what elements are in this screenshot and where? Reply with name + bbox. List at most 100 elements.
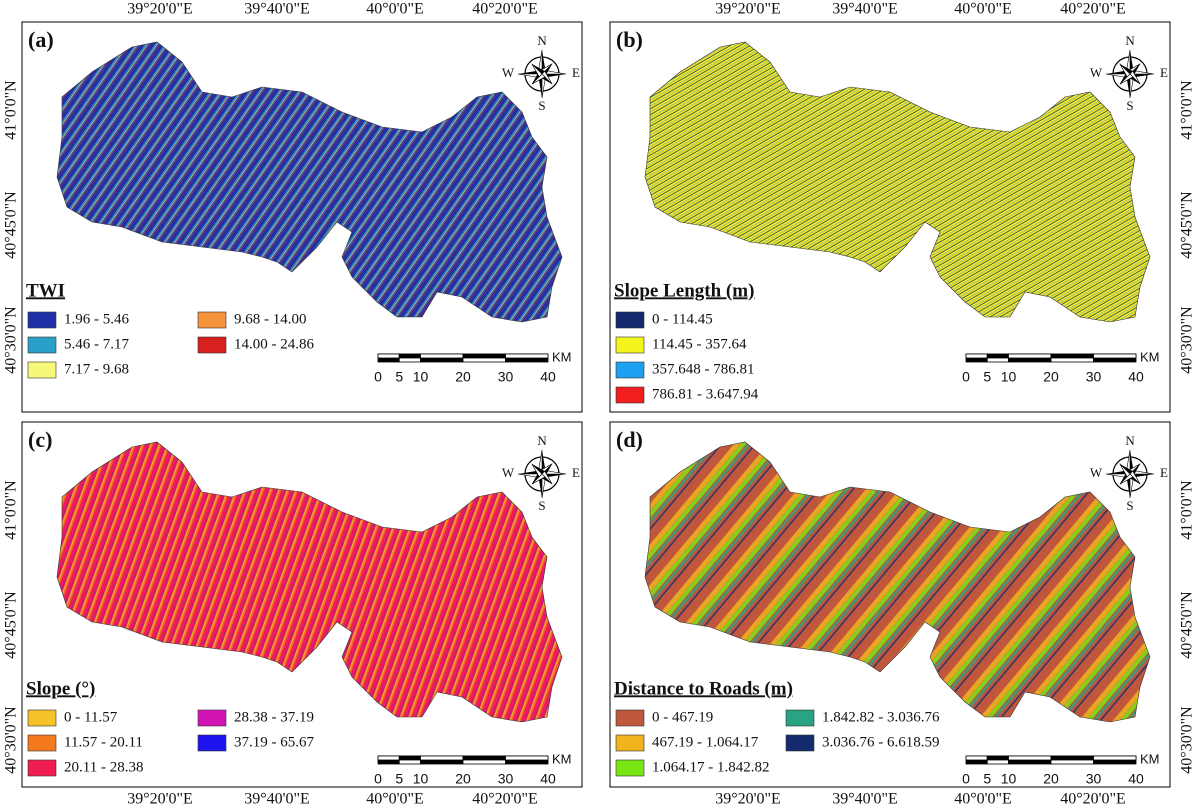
longitude-label: 40°0'0"E — [954, 1, 1012, 18]
longitude-label: 39°40'0"E — [244, 1, 310, 18]
scale-label: 30 — [498, 771, 514, 787]
legend-label: 14.00 - 24.86 — [234, 336, 314, 352]
legend-swatch — [615, 734, 645, 752]
legend-label: 5.46 - 7.17 — [64, 336, 129, 352]
compass-letter: S — [1126, 98, 1133, 113]
latitude-label: 40°30'0"N — [1179, 706, 1196, 774]
longitude-label: 40°20'0"E — [472, 1, 538, 18]
legend-title: TWI — [26, 280, 65, 301]
study-area — [56, 441, 563, 723]
scale-segment — [986, 755, 1009, 761]
legend-swatch — [615, 759, 645, 777]
north-arrow: N E S W — [502, 33, 580, 113]
compass-letter: N — [537, 433, 547, 448]
compass-letter: E — [1160, 65, 1168, 80]
legend-title: Slope Length (m) — [614, 280, 754, 301]
legend-label: 1.064.17 - 1.842.82 — [652, 759, 770, 775]
scale-label: 0 — [962, 771, 970, 787]
latitude-label: 40°45'0"N — [3, 191, 20, 259]
study-area — [644, 441, 1151, 723]
longitude-label: 39°40'0"E — [832, 791, 898, 808]
panel-label: (c) — [28, 427, 52, 452]
compass-letter: W — [1090, 465, 1103, 480]
longitude-label: 40°0'0"E — [366, 1, 424, 18]
map-panel: (d) Distance to Roads (m) 0 - 467.19 467.19… — [609, 421, 1171, 788]
legend-swatch — [197, 311, 227, 329]
scale-segment — [1008, 353, 1052, 359]
longitude-label: 39°20'0"E — [127, 1, 193, 18]
latitude-label: 41°0'0"N — [1179, 80, 1196, 140]
compass-letter: S — [538, 98, 545, 113]
legend-label: 0 - 11.57 — [64, 709, 118, 725]
legend-title: Slope (°) — [26, 678, 95, 699]
scale-segment — [377, 755, 400, 761]
compass-letter: N — [1125, 433, 1135, 448]
latitude-label: 41°0'0"N — [1179, 480, 1196, 540]
legend-swatch — [785, 734, 815, 752]
scale-label: 40 — [1128, 369, 1144, 385]
legend-label: 28.38 - 37.19 — [234, 709, 314, 725]
north-arrow: N E S W — [502, 433, 580, 513]
latitude-label: 40°45'0"N — [3, 591, 20, 659]
scale-segment — [505, 353, 549, 359]
longitude-label: 40°20'0"E — [1060, 791, 1126, 808]
longitude-label: 39°20'0"E — [715, 1, 781, 18]
scale-label: 5 — [395, 369, 403, 385]
scale-segment — [462, 353, 506, 359]
scale-label: 20 — [455, 369, 471, 385]
scale-label: 10 — [1001, 369, 1017, 385]
legend-swatch — [27, 336, 57, 354]
legend-label: 786.81 - 3.647.94 — [652, 386, 759, 402]
legend-swatch — [615, 709, 645, 727]
scale-label: 0 — [962, 369, 970, 385]
compass-letter: E — [572, 465, 580, 480]
legend-label: 0 - 467.19 — [652, 709, 713, 725]
legend-swatch — [27, 311, 57, 329]
legend-swatch — [197, 709, 227, 727]
scale-label: 20 — [455, 771, 471, 787]
latitude-label: 40°30'0"N — [1179, 306, 1196, 374]
longitude-label: 40°0'0"E — [954, 791, 1012, 808]
compass-letter: W — [502, 65, 515, 80]
scale-unit: KM — [1140, 349, 1160, 364]
latitude-label: 40°45'0"N — [1179, 591, 1196, 659]
longitude-label: 39°40'0"E — [244, 791, 310, 808]
scale-label: 10 — [413, 369, 429, 385]
latitude-label: 41°0'0"N — [3, 480, 20, 540]
longitude-label: 39°40'0"E — [832, 1, 898, 18]
scale-label: 30 — [1086, 771, 1102, 787]
legend-swatch — [27, 709, 57, 727]
scale-label: 20 — [1043, 369, 1059, 385]
longitude-label: 40°20'0"E — [472, 791, 538, 808]
scale-segment — [1008, 755, 1052, 761]
legend-label: 357.648 - 786.81 — [652, 361, 755, 377]
legend-title: Distance to Roads (m) — [614, 678, 793, 699]
scale-segment — [505, 755, 549, 761]
scale-segment — [420, 755, 464, 761]
legend-label: 1.842.82 - 3.036.76 — [822, 709, 940, 725]
legend-label: 9.68 - 14.00 — [234, 311, 307, 327]
panel-label: (a) — [28, 27, 54, 52]
panel-label: (b) — [616, 27, 643, 52]
study-area — [56, 41, 563, 323]
study-area — [644, 41, 1151, 323]
legend-label: 1.96 - 5.46 — [64, 311, 129, 327]
scale-segment — [377, 353, 400, 359]
latitude-label: 41°0'0"N — [3, 80, 20, 140]
map-panel: (c) Slope (°) 0 - 11.57 11.57 - 20.11 20.11 … — [21, 421, 583, 788]
compass-letter: E — [572, 65, 580, 80]
longitude-label: 39°20'0"E — [715, 791, 781, 808]
latitude-label: 40°30'0"N — [3, 706, 20, 774]
scale-segment — [1093, 755, 1137, 761]
scale-segment — [398, 755, 421, 761]
legend-swatch — [27, 734, 57, 752]
compass-letter: W — [502, 465, 515, 480]
panel-label: (d) — [616, 427, 643, 452]
legend-swatch — [27, 759, 57, 777]
north-arrow: N E S W — [1090, 433, 1168, 513]
longitude-label: 40°20'0"E — [1060, 1, 1126, 18]
scale-label: 5 — [983, 771, 991, 787]
legend-label: 7.17 - 9.68 — [64, 361, 129, 377]
scale-label: 5 — [395, 771, 403, 787]
scale-segment — [1050, 755, 1094, 761]
